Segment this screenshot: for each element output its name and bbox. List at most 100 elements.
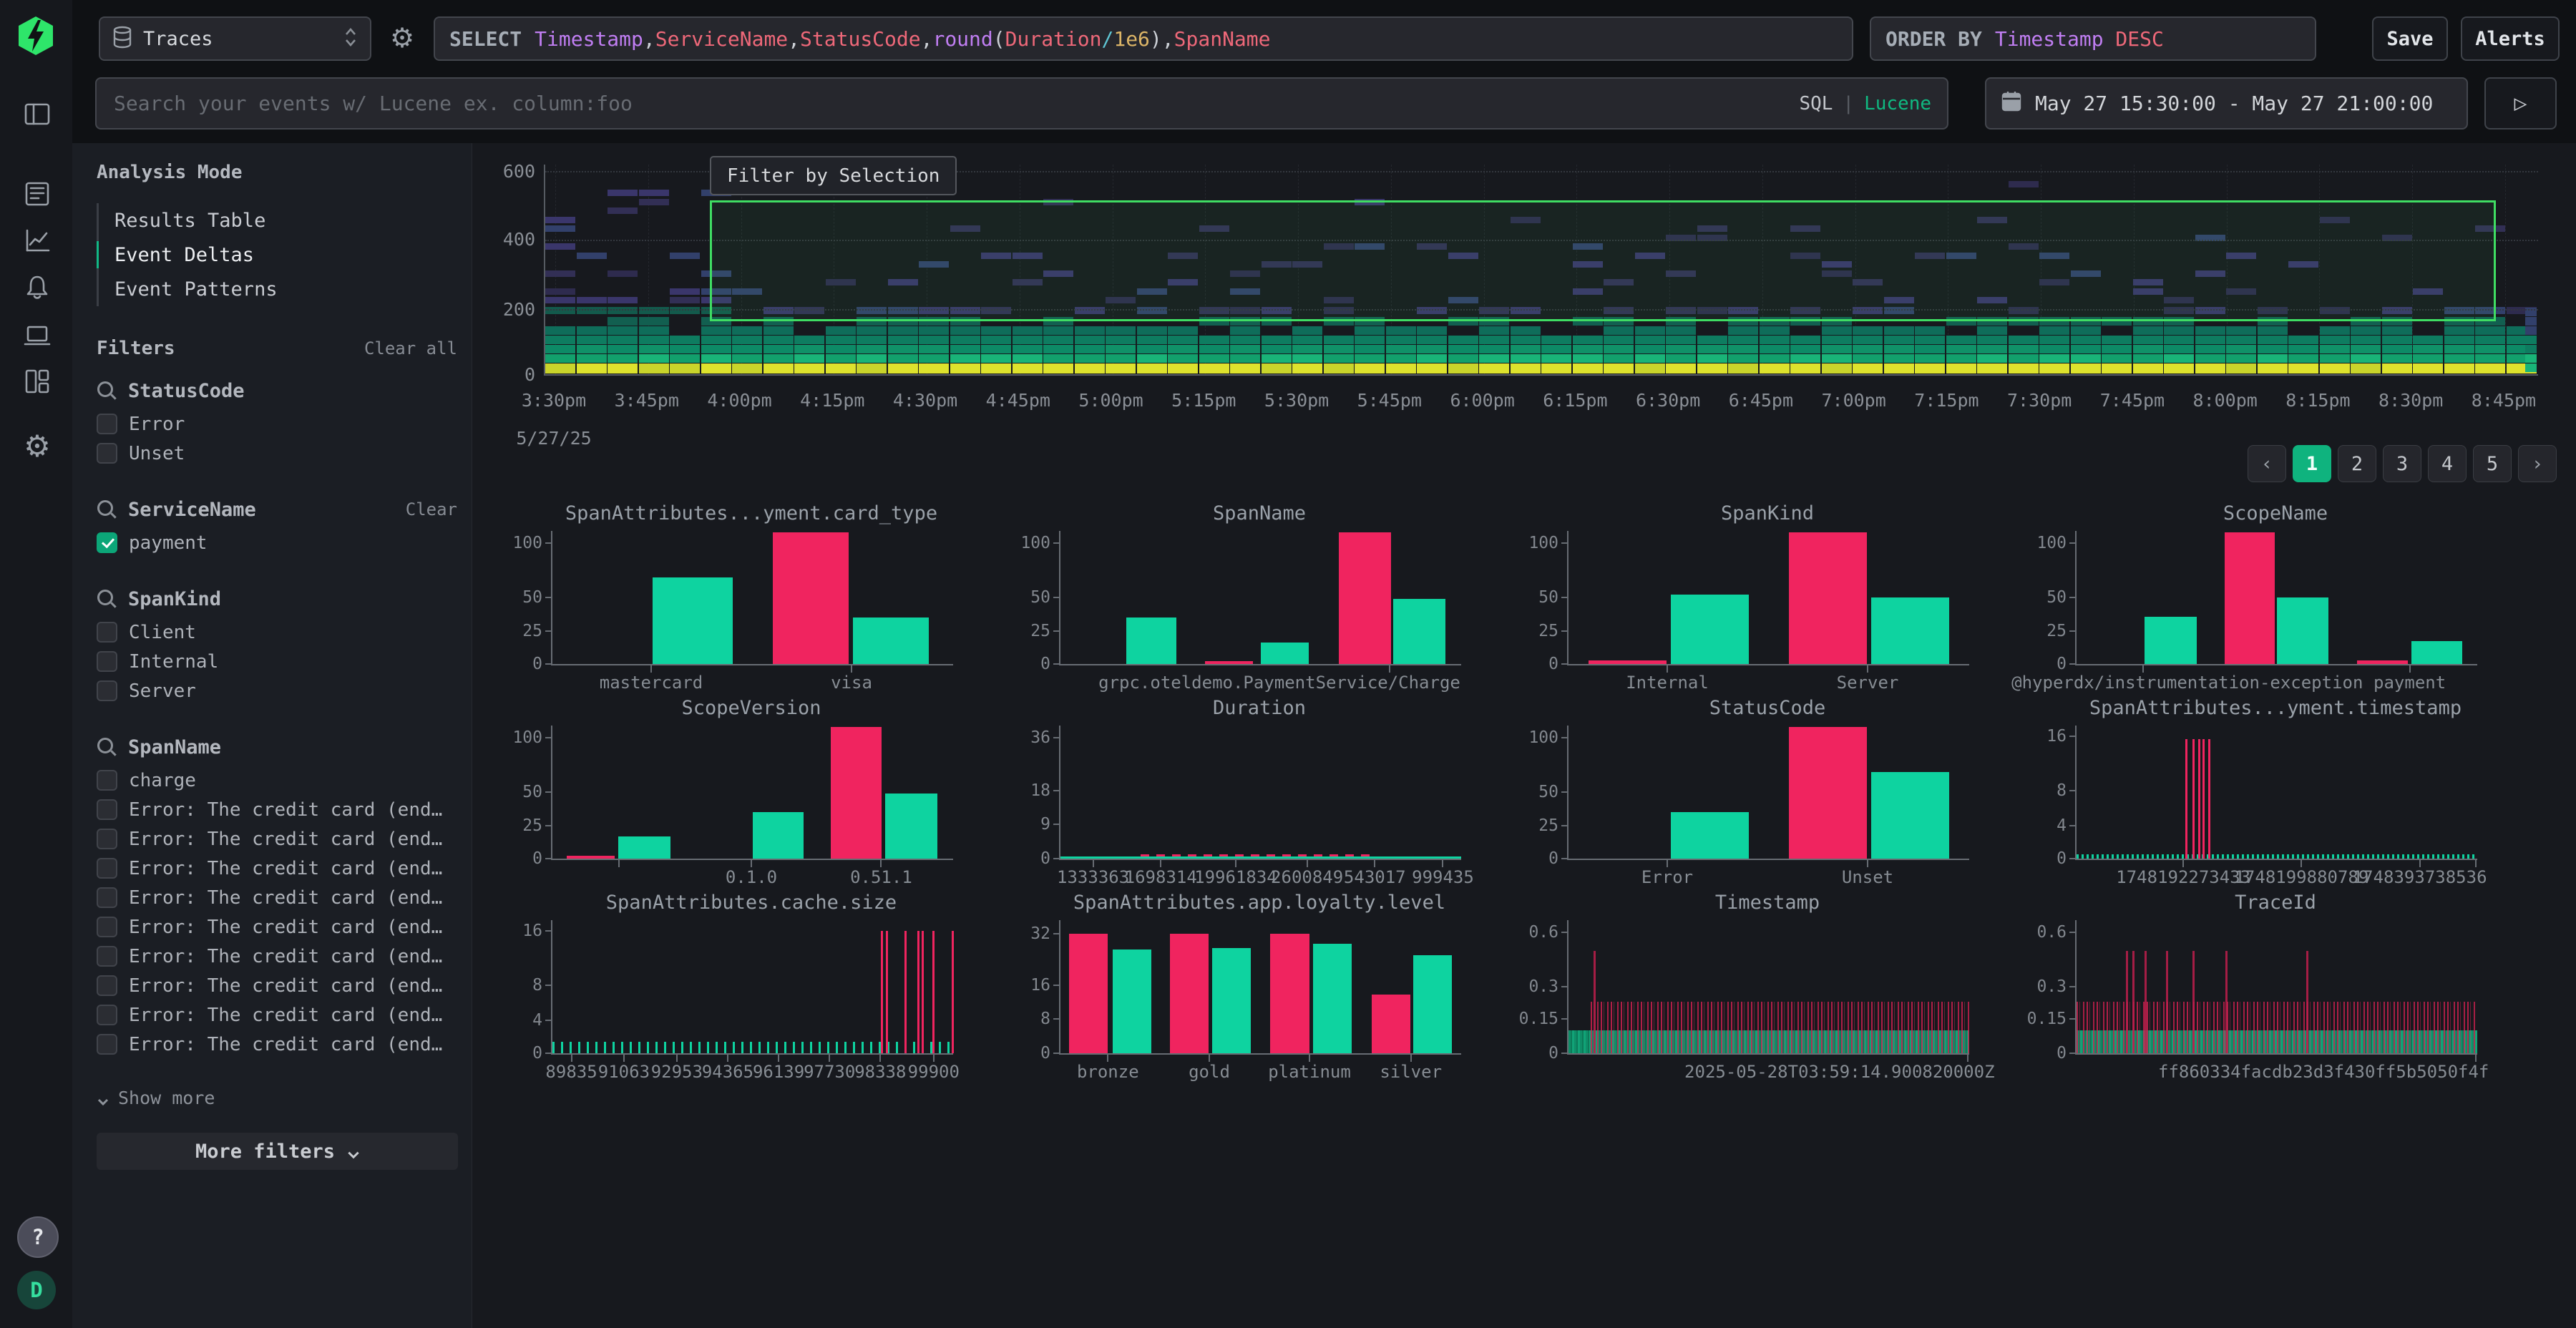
selection-rectangle[interactable]	[710, 200, 2496, 321]
filter-option[interactable]: Error: The credit card (end…	[97, 854, 457, 883]
clear-filter-button[interactable]: Clear	[406, 499, 457, 519]
heatmap-cell	[1977, 336, 2007, 344]
hyperdx-logo-icon[interactable]	[16, 16, 56, 56]
search-icon[interactable]	[97, 381, 117, 401]
checkbox[interactable]	[97, 1005, 117, 1025]
dashboards-icon[interactable]	[21, 366, 53, 398]
filter-option[interactable]: Unset	[97, 439, 457, 468]
pagination-next-button[interactable]: ›	[2518, 445, 2557, 482]
pagination-page-4[interactable]: 4	[2428, 445, 2467, 482]
analysis-mode-item[interactable]: Results Table	[114, 203, 457, 238]
help-button[interactable]: ?	[17, 1216, 59, 1258]
analysis-mode-item[interactable]: Event Deltas	[114, 238, 457, 272]
pagination-page-5[interactable]: 5	[2473, 445, 2512, 482]
x-tick-mark	[1093, 860, 1094, 867]
more-filters-button[interactable]: More filters	[97, 1133, 458, 1170]
search-icon[interactable]	[97, 499, 117, 519]
chart-explorer-icon[interactable]	[21, 225, 53, 257]
search-icon[interactable]	[97, 589, 117, 609]
filter-option[interactable]: Internal	[97, 647, 457, 676]
heatmap-cell	[2525, 363, 2537, 372]
checkbox[interactable]	[97, 975, 117, 996]
checkbox[interactable]	[97, 829, 117, 849]
date-range-picker[interactable]: May 27 15:30:00 - May 27 21:00:00	[1985, 77, 2468, 130]
run-query-button[interactable]: ▷	[2484, 77, 2557, 130]
checkbox[interactable]	[97, 770, 117, 791]
checkbox[interactable]	[97, 1034, 117, 1055]
filter-option[interactable]: Client	[97, 617, 457, 647]
search-input[interactable]	[112, 91, 1799, 116]
filter-option[interactable]: Server	[97, 676, 457, 706]
checkbox[interactable]	[97, 414, 117, 434]
heatmap-cell	[2071, 354, 2101, 363]
checkbox[interactable]	[97, 651, 117, 672]
pagination-prev-button[interactable]: ‹	[2248, 445, 2286, 482]
heatmap-cell	[2475, 336, 2505, 344]
heatmap-cell	[1760, 326, 1790, 335]
bar	[1871, 597, 1949, 664]
checkbox[interactable]	[97, 680, 117, 701]
settings-gear-icon[interactable]: ⚙	[21, 431, 53, 462]
filter-by-selection-button[interactable]: Filter by Selection	[710, 156, 957, 195]
filter-option[interactable]: Error: The credit card (end…	[97, 912, 457, 942]
filter-option[interactable]: Error: The credit card (end…	[97, 971, 457, 1000]
filter-option[interactable]: Error	[97, 409, 457, 439]
heatmap-cell	[545, 307, 575, 314]
heatmap-cell	[608, 326, 638, 335]
checkbox[interactable]	[97, 532, 117, 553]
save-button[interactable]: Save	[2372, 16, 2448, 61]
checkbox[interactable]	[97, 622, 117, 643]
pagination-page-1[interactable]: 1	[2293, 445, 2331, 482]
filter-option[interactable]: Error: The credit card (end…	[97, 1000, 457, 1030]
heatmap-cell	[545, 297, 575, 303]
search-icon[interactable]	[97, 737, 117, 757]
x-tick-label: 999435	[1412, 867, 1474, 887]
filter-option-label: Error: The credit card (end…	[129, 946, 442, 967]
x-tick-mark	[1309, 1055, 1310, 1062]
sessions-laptop-icon[interactable]	[21, 321, 53, 352]
checkbox[interactable]	[97, 799, 117, 820]
mini-chart: ScopeName10050250@hyperdx/instrumentatio…	[2011, 501, 2504, 687]
checkbox[interactable]	[97, 887, 117, 908]
x-tick-label: 1698314	[1125, 867, 1197, 887]
chevron-down-icon	[97, 1092, 109, 1105]
filter-option[interactable]: Error: The credit card (end…	[97, 795, 457, 824]
search-logs-icon[interactable]	[21, 179, 53, 210]
pagination-page-3[interactable]: 3	[2383, 445, 2421, 482]
source-select[interactable]: Traces	[99, 16, 371, 61]
source-settings-gear-icon[interactable]: ⚙	[386, 21, 419, 54]
checkbox[interactable]	[97, 946, 117, 967]
checkbox[interactable]	[97, 443, 117, 464]
filter-option[interactable]: payment	[97, 528, 457, 557]
sidebar-toggle-icon[interactable]	[21, 99, 53, 130]
toggle-sql[interactable]: SQL	[1799, 93, 1833, 114]
filter-option[interactable]: Error: The credit card (end…	[97, 824, 457, 854]
bar	[567, 856, 615, 859]
clear-all-button[interactable]: Clear all	[364, 338, 457, 358]
y-tick-label: 25	[1503, 816, 1558, 835]
heatmap-cell	[2351, 336, 2381, 344]
filter-option[interactable]: charge	[97, 766, 457, 795]
spike	[2185, 739, 2187, 859]
heatmap-plot[interactable]	[544, 165, 2538, 376]
filter-option[interactable]: Error: The credit card (end…	[97, 942, 457, 971]
order-by-editor[interactable]: ORDER BY Timestamp DESC	[1870, 16, 2316, 61]
toggle-lucene[interactable]: Lucene	[1864, 93, 1931, 114]
alerts-bell-icon[interactable]	[21, 272, 53, 303]
y-tick-label: 18	[995, 781, 1050, 800]
heatmap-cell	[2444, 336, 2474, 344]
filter-option[interactable]: Error: The credit card (end…	[97, 883, 457, 912]
checkbox[interactable]	[97, 917, 117, 937]
sql-select-editor[interactable]: SELECT Timestamp,ServiceName,StatusCode,…	[434, 16, 1853, 61]
analysis-mode-item[interactable]: Event Patterns	[114, 272, 457, 306]
pagination-page-2[interactable]: 2	[2338, 445, 2376, 482]
y-tick-mark	[1053, 933, 1059, 934]
show-more-button[interactable]: Show more	[97, 1088, 457, 1108]
sql-select-tokens: Timestamp,ServiceName,StatusCode,round(D…	[535, 27, 1270, 51]
filter-option[interactable]: Error: The credit card (end…	[97, 1030, 457, 1059]
checkbox[interactable]	[97, 858, 117, 879]
heatmap-cell	[2444, 345, 2474, 353]
alerts-button[interactable]: Alerts	[2461, 16, 2560, 61]
heatmap-cell	[1479, 345, 1509, 353]
avatar[interactable]: D	[17, 1271, 56, 1309]
